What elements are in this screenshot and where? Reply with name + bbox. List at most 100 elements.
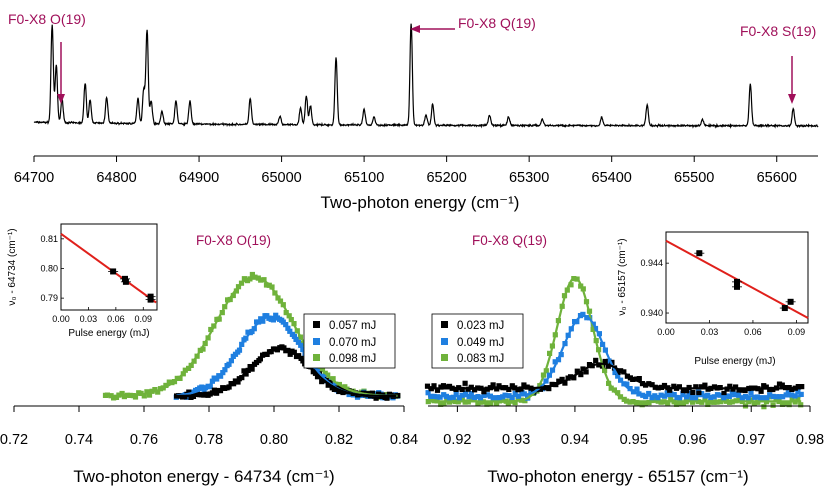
right-point xyxy=(484,401,490,407)
right-point xyxy=(559,376,565,382)
left-x-tick-label-3: 0.78 xyxy=(195,432,223,448)
right-scan-panel: 0.92 0.93 0.94 0.95 0.96 0.97 0.98 Two-photon … xyxy=(424,231,824,486)
right-point xyxy=(512,390,518,396)
right-inset-y-tick-label-1: 0.944 xyxy=(640,258,663,268)
right-point xyxy=(751,400,757,406)
right-point xyxy=(578,372,584,378)
left-inset-x-tick-label-3: 0.09 xyxy=(135,314,153,324)
left-inset-point-0 xyxy=(110,268,117,275)
right-point xyxy=(761,396,767,402)
right-legend: 0.023 mJ 0.049 mJ 0.083 mJ xyxy=(431,313,524,369)
right-point xyxy=(676,384,682,390)
right-point xyxy=(727,383,733,389)
left-inset-x-tick-label-1: 0.03 xyxy=(80,314,98,324)
right-point xyxy=(586,362,593,368)
left-point xyxy=(336,388,342,395)
right-inset-x-label: Pulse energy (mJ) xyxy=(694,356,775,367)
top-spectrum-panel: 64700 64800 64900 65000 65100 65200 65300 65400… xyxy=(8,11,819,212)
right-inset-point-1 xyxy=(734,278,740,285)
right-point xyxy=(739,387,745,393)
right-point xyxy=(789,397,795,403)
left-point xyxy=(369,390,375,396)
left-point xyxy=(384,395,390,401)
right-point xyxy=(441,392,447,398)
left-inset-point-2 xyxy=(122,278,129,285)
left-legend-swatch-2 xyxy=(313,338,320,345)
right-inset-x-tick-label-1: 0.03 xyxy=(701,327,719,337)
right-point xyxy=(733,391,739,397)
right-inset-x-tick-label-2: 0.06 xyxy=(744,327,762,337)
right-point xyxy=(684,388,690,394)
right-point xyxy=(786,402,792,408)
left-point xyxy=(373,395,379,401)
right-point xyxy=(477,395,484,401)
left-x-tick-label-6: 0.84 xyxy=(390,432,418,448)
top-x-tick-label-2: 64900 xyxy=(179,170,219,186)
right-point xyxy=(537,386,543,392)
left-inset-y-tick-label-2: 0.81 xyxy=(40,234,58,244)
top-x-tick-label-3: 65000 xyxy=(261,170,301,186)
right-x-axis-label: Two-photon energy - 65157 (cm⁻¹) xyxy=(487,467,748,486)
top-x-tick-label-4: 65100 xyxy=(344,170,384,186)
right-point xyxy=(689,395,695,401)
right-point xyxy=(721,397,727,403)
right-point xyxy=(583,369,589,375)
right-point xyxy=(776,381,783,387)
right-point xyxy=(633,400,639,406)
left-point xyxy=(199,384,205,390)
right-inset-point-0 xyxy=(696,250,703,257)
right-point xyxy=(549,381,555,387)
right-point xyxy=(785,390,791,396)
right-point xyxy=(779,382,785,388)
right-point xyxy=(702,397,708,403)
right-inset-point-2 xyxy=(734,283,740,290)
right-point xyxy=(522,398,528,404)
right-point xyxy=(690,390,696,396)
right-point xyxy=(446,383,453,389)
right-inset-content: 0.00 0.03 0.06 0.09 0.940 0.944 xyxy=(640,239,809,337)
right-point xyxy=(665,400,671,406)
top-x-tick-label-7: 65400 xyxy=(592,170,632,186)
left-point xyxy=(163,382,169,388)
right-point xyxy=(671,392,677,398)
left-point xyxy=(233,288,239,294)
right-point xyxy=(642,400,648,406)
right-legend-swatch-2 xyxy=(441,338,448,345)
right-point xyxy=(568,282,574,288)
left-fit-1 xyxy=(176,347,397,398)
right-point xyxy=(472,387,478,393)
annotation-s19-label: F0-X8 S(19) xyxy=(740,23,816,39)
right-point xyxy=(664,390,670,396)
right-point xyxy=(736,397,742,403)
right-x-tick-label-5: 0.97 xyxy=(737,432,765,448)
right-x-ticks: 0.92 0.93 0.94 0.95 0.96 0.97 0.98 xyxy=(443,406,824,448)
right-point xyxy=(761,383,767,389)
right-point xyxy=(496,383,502,389)
left-inset-fit-line xyxy=(60,232,157,304)
right-point xyxy=(434,387,441,393)
right-point xyxy=(698,384,704,390)
left-point xyxy=(141,393,147,399)
right-point xyxy=(788,392,795,398)
left-fit-3 xyxy=(105,275,398,397)
right-point xyxy=(509,395,515,401)
annotation-o19-arrowhead xyxy=(57,94,65,104)
right-point xyxy=(795,389,801,395)
left-point xyxy=(270,317,276,323)
right-point xyxy=(546,386,552,392)
right-point xyxy=(677,401,683,407)
right-point xyxy=(444,397,450,403)
left-x-axis-label: Two-photon energy - 64734 (cm⁻¹) xyxy=(73,467,334,486)
right-point xyxy=(425,390,431,396)
left-point xyxy=(146,392,153,398)
right-fit-3 xyxy=(428,276,802,403)
right-x-tick-label-1: 0.93 xyxy=(502,432,530,448)
top-x-tick-label-5: 65200 xyxy=(426,170,466,186)
left-inset-x-tick-label-0: 0.00 xyxy=(52,314,70,324)
right-inset-point-3 xyxy=(781,305,788,312)
right-point xyxy=(490,382,496,388)
right-point xyxy=(721,390,727,397)
annotation-o19: F0-X8 O(19) xyxy=(8,11,86,104)
right-point xyxy=(745,395,751,401)
